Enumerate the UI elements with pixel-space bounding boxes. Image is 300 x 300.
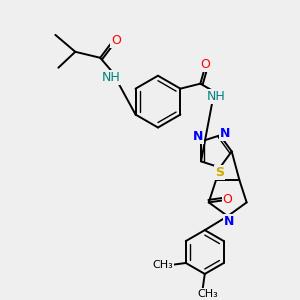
Text: N: N bbox=[193, 130, 203, 143]
Text: N: N bbox=[224, 214, 234, 228]
Text: CH₃: CH₃ bbox=[152, 260, 173, 270]
Text: O: O bbox=[223, 193, 232, 206]
Text: N: N bbox=[220, 127, 230, 140]
Text: O: O bbox=[111, 34, 121, 47]
Text: O: O bbox=[200, 58, 210, 71]
Text: S: S bbox=[215, 166, 224, 179]
Text: NH: NH bbox=[102, 71, 121, 84]
Text: CH₃: CH₃ bbox=[197, 289, 218, 299]
Text: NH: NH bbox=[207, 90, 226, 103]
